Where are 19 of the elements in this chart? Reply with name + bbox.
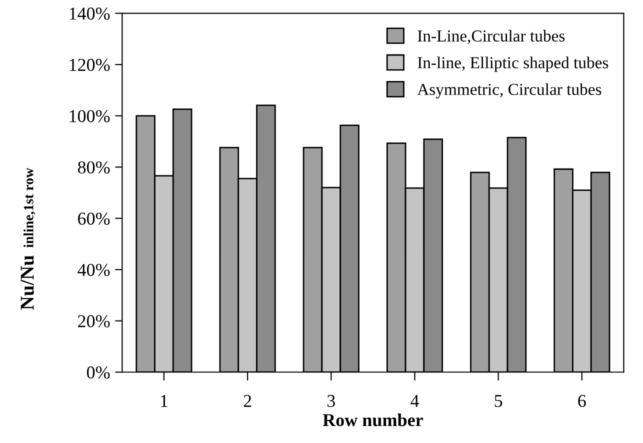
x-tick-label: 5 (494, 395, 502, 408)
y-tick-label: 120% (70, 58, 110, 72)
legend-label: In-line, Elliptic shaped tubes (418, 56, 608, 72)
x-tick-label: 4 (410, 394, 419, 407)
x-axis-title: Row number (322, 413, 423, 426)
legend-label: In-Line,Circular tubes (418, 30, 565, 44)
y-tick-label: 60% (78, 212, 110, 225)
x-tick-label: 6 (578, 394, 586, 408)
y-tick-label: 140% (70, 8, 110, 20)
y-tick-label: 0% (86, 366, 110, 379)
x-tick-label: 3 (327, 394, 335, 408)
y-tick-label: 100% (70, 110, 110, 122)
y-tick-label: 40% (78, 264, 110, 276)
legend-label: Asymmetric, Circular tubes (417, 83, 602, 98)
y-tick-label: 20% (78, 315, 110, 328)
y-tick-label: 80% (78, 161, 110, 174)
y-axis-title: Nu/Nu inline,1st row (20, 168, 36, 310)
x-tick-label: 2 (244, 394, 252, 407)
x-tick-label: 1 (161, 394, 168, 407)
